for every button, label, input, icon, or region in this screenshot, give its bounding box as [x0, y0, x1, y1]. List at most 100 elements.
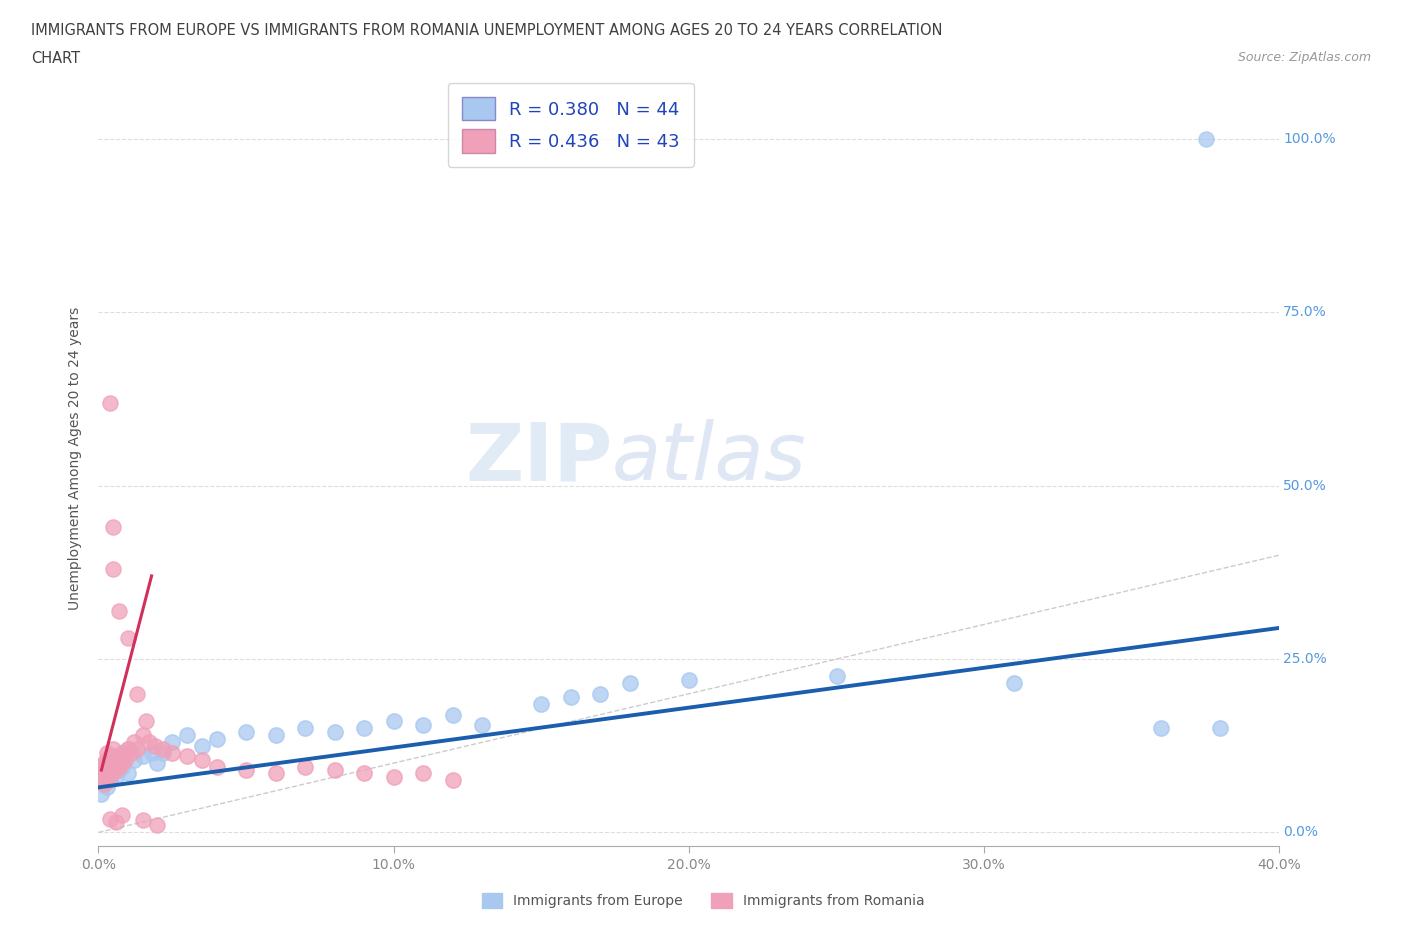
Point — [93, 773, 115, 788]
Point — [93, 759, 115, 774]
Point — [323, 763, 346, 777]
Text: 25.0%: 25.0% — [1284, 652, 1327, 666]
Point — [412, 766, 434, 781]
Text: 100.0%: 100.0% — [1284, 132, 1336, 146]
Point — [103, 520, 125, 535]
Text: ZIP: ZIP — [465, 419, 612, 497]
Point — [114, 749, 136, 764]
Point — [103, 562, 125, 577]
Point — [441, 707, 464, 722]
Text: IMMIGRANTS FROM EUROPE VS IMMIGRANTS FROM ROMANIA UNEMPLOYMENT AMONG AGES 20 TO : IMMIGRANTS FROM EUROPE VS IMMIGRANTS FRO… — [31, 23, 942, 38]
Point — [114, 752, 136, 767]
Text: 75.0%: 75.0% — [1284, 305, 1327, 319]
Point — [294, 721, 316, 736]
Point — [108, 749, 131, 764]
Point — [191, 752, 214, 767]
Point — [382, 769, 405, 784]
Point — [98, 773, 121, 788]
Point — [122, 752, 145, 767]
Point — [382, 714, 405, 729]
Point — [323, 724, 346, 739]
Point — [1195, 132, 1218, 147]
Point — [108, 759, 131, 774]
Point — [560, 690, 582, 705]
Point — [105, 815, 128, 830]
Point — [589, 686, 612, 701]
Point — [152, 742, 174, 757]
Point — [96, 745, 118, 760]
Point — [98, 749, 121, 764]
Point — [98, 811, 121, 826]
Point — [105, 752, 128, 767]
Legend: Immigrants from Europe, Immigrants from Romania: Immigrants from Europe, Immigrants from … — [477, 888, 929, 914]
Point — [235, 763, 257, 777]
Point — [1002, 676, 1025, 691]
Point — [205, 759, 228, 774]
Point — [96, 780, 118, 795]
Point — [90, 787, 112, 802]
Point — [678, 672, 700, 687]
Point — [98, 756, 121, 771]
Point — [141, 745, 163, 760]
Point — [471, 718, 494, 733]
Point — [111, 756, 134, 771]
Text: 50.0%: 50.0% — [1284, 479, 1327, 493]
Point — [162, 735, 183, 750]
Point — [96, 752, 118, 767]
Point — [530, 697, 553, 711]
Y-axis label: Unemployment Among Ages 20 to 24 years: Unemployment Among Ages 20 to 24 years — [69, 306, 83, 610]
Point — [825, 669, 848, 684]
Point — [146, 756, 169, 771]
Point — [117, 631, 139, 645]
Point — [619, 676, 641, 691]
Point — [264, 728, 287, 743]
Point — [1150, 721, 1173, 736]
Point — [90, 766, 112, 781]
Point — [120, 745, 142, 760]
Point — [132, 749, 155, 764]
Point — [98, 769, 121, 784]
Point — [105, 756, 128, 771]
Point — [111, 807, 134, 822]
Point — [117, 742, 139, 757]
Point — [111, 759, 134, 774]
Point — [294, 759, 316, 774]
Point — [235, 724, 257, 739]
Point — [191, 738, 214, 753]
Point — [103, 749, 125, 764]
Point — [1209, 721, 1232, 736]
Point — [103, 742, 125, 757]
Point — [138, 735, 160, 750]
Point — [93, 777, 115, 791]
Point — [264, 766, 287, 781]
Point — [125, 686, 148, 701]
Point — [412, 718, 434, 733]
Point — [108, 763, 131, 777]
Point — [176, 728, 198, 743]
Point — [353, 766, 375, 781]
Point — [98, 759, 121, 774]
Point — [132, 813, 155, 828]
Text: 0.0%: 0.0% — [1284, 826, 1317, 840]
Point — [105, 769, 128, 784]
Point — [90, 759, 112, 774]
Point — [98, 395, 121, 410]
Legend: R = 0.380   N = 44, R = 0.436   N = 43: R = 0.380 N = 44, R = 0.436 N = 43 — [447, 83, 695, 167]
Point — [96, 763, 118, 777]
Point — [143, 738, 166, 753]
Point — [117, 766, 139, 781]
Point — [162, 745, 183, 760]
Point — [90, 773, 112, 788]
Point — [117, 742, 139, 757]
Point — [132, 728, 155, 743]
Point — [108, 752, 131, 767]
Point — [105, 763, 128, 777]
Point — [205, 731, 228, 746]
Point — [441, 773, 464, 788]
Point — [103, 759, 125, 774]
Point — [146, 818, 169, 833]
Point — [93, 766, 115, 781]
Point — [96, 766, 118, 781]
Point — [176, 749, 198, 764]
Point — [111, 745, 134, 760]
